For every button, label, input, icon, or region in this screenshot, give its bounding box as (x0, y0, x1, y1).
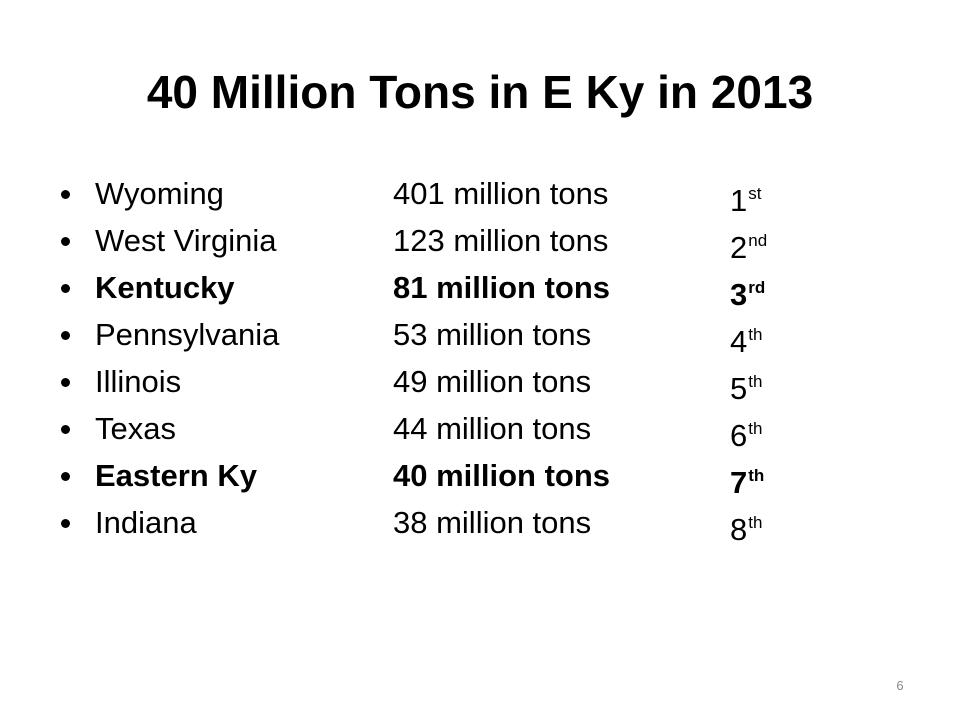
rank: 7th (730, 454, 764, 505)
rank-number: 8 (730, 512, 748, 547)
state-name: Illinois (95, 364, 182, 399)
state-name: Kentucky (95, 270, 235, 305)
state-name: Pennsylvania (95, 317, 280, 352)
bullet (61, 237, 70, 246)
bullet (61, 519, 70, 528)
tonnage: 40 million tons (393, 458, 611, 493)
list-row: Texas 44 million tons 6th (0, 407, 960, 453)
rank-number: 1 (730, 183, 748, 218)
tonnage: 38 million tons (393, 505, 592, 540)
state-name: West Virginia (95, 223, 277, 258)
rank-number: 3 (730, 277, 748, 312)
state-name: Texas (95, 411, 176, 446)
list-row: Kentucky 81 million tons 3rd (0, 266, 960, 312)
bullet (61, 284, 70, 293)
rank: 1st (730, 172, 761, 223)
tonnage: 44 million tons (393, 411, 592, 446)
list-row: Eastern Ky 40 million tons 7th (0, 454, 960, 500)
bullet (61, 425, 70, 434)
rank-suffix: th (748, 325, 763, 344)
bullet (61, 472, 70, 481)
rank: 2nd (730, 219, 767, 270)
rank: 5th (730, 360, 762, 411)
slide-title: 40 Million Tons in E Ky in 2013 (146, 66, 814, 118)
rank-suffix: th (748, 466, 765, 485)
list-row: Indiana 38 million tons 8th (0, 501, 960, 547)
list-row: Wyoming 401 million tons 1st (0, 172, 960, 218)
list-row: West Virginia 123 million tons 2nd (0, 219, 960, 265)
tonnage: 53 million tons (393, 317, 592, 352)
rank-number: 4 (730, 324, 748, 359)
rank-number: 5 (730, 371, 748, 406)
tonnage: 123 million tons (393, 223, 609, 258)
rank: 3rd (730, 266, 765, 317)
state-name: Eastern Ky (95, 458, 257, 493)
rank-suffix: st (748, 184, 762, 203)
rank-suffix: th (748, 513, 763, 532)
tonnage: 49 million tons (393, 364, 592, 399)
page-number: 6 (896, 678, 904, 693)
rank: 6th (730, 407, 762, 458)
rank: 4th (730, 313, 762, 364)
bullet (61, 331, 70, 340)
rank-suffix: th (748, 372, 763, 391)
rank-suffix: nd (748, 231, 768, 250)
rank-number: 7 (730, 465, 748, 500)
rank: 8th (730, 501, 762, 552)
state-name: Indiana (95, 505, 197, 540)
list-row: Illinois 49 million tons 5th (0, 360, 960, 406)
rank-suffix: rd (748, 278, 766, 297)
tonnage: 401 million tons (393, 176, 609, 211)
bullet (61, 378, 70, 387)
rank-suffix: th (748, 419, 763, 438)
list-row: Pennsylvania 53 million tons 4th (0, 313, 960, 359)
bullet (61, 190, 70, 199)
tonnage: 81 million tons (393, 270, 611, 305)
state-name: Wyoming (95, 176, 224, 211)
rank-number: 6 (730, 418, 748, 453)
rank-number: 2 (730, 230, 748, 265)
